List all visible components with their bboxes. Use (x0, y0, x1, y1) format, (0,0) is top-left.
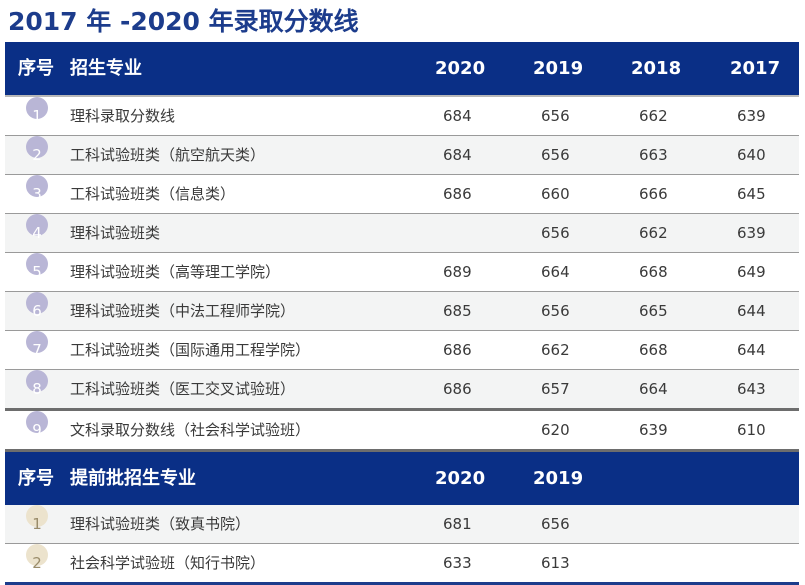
major-name: 文科录取分数线（社会科学试验班） (70, 421, 311, 439)
score-2019: 613 (541, 554, 570, 572)
score-2017: 640 (737, 146, 766, 164)
score-2020: 684 (443, 146, 472, 164)
score-2017: 644 (737, 302, 766, 320)
header-index: 序号 (18, 58, 54, 79)
header-2019: 2019 (533, 468, 584, 489)
score-2019: 662 (541, 341, 570, 359)
row-number-badge: 6 (26, 292, 48, 320)
score-table: 序号 招生专业 2020 2019 2018 2017 1 理科录取分数线 68… (5, 42, 799, 585)
score-2019: 656 (541, 107, 570, 125)
score-2019: 660 (541, 185, 570, 203)
row-number-badge: 3 (26, 175, 48, 203)
score-2020: 689 (443, 263, 472, 281)
score-2020: 686 (443, 185, 472, 203)
header-2018: 2018 (631, 58, 682, 79)
major-name: 工科试验班类（国际通用工程学院） (70, 341, 311, 359)
score-2018: 664 (639, 380, 668, 398)
row-number-badge: 8 (26, 370, 48, 398)
score-2019: 620 (541, 421, 570, 439)
score-2018: 666 (639, 185, 668, 203)
score-2020: 686 (443, 341, 472, 359)
row-number-badge: 2 (26, 544, 48, 572)
table-row: 3 工科试验班类（信息类） 686 660 666 645 (5, 175, 799, 214)
table-bottom-rule (5, 582, 799, 585)
table-header: 序号 招生专业 2020 2019 2018 2017 (5, 42, 799, 95)
major-name: 理科试验班类 (70, 224, 161, 242)
score-2017: 639 (737, 107, 766, 125)
score-2018: 668 (639, 341, 668, 359)
row-number-badge: 5 (26, 253, 48, 281)
score-2017: 639 (737, 224, 766, 242)
score-2020: 633 (443, 554, 472, 572)
score-2017: 649 (737, 263, 766, 281)
table-row: 9 文科录取分数线（社会科学试验班） 620 639 610 (5, 411, 799, 452)
score-2020: 681 (443, 515, 472, 533)
score-2018: 639 (639, 421, 668, 439)
score-2018: 662 (639, 224, 668, 242)
header-2020: 2020 (435, 468, 486, 489)
major-name: 理科录取分数线 (70, 107, 176, 125)
table-row: 6 理科试验班类（中法工程师学院） 685 656 665 644 (5, 292, 799, 331)
header-2017: 2017 (730, 58, 781, 79)
major-name: 工科试验班类（航空航天类） (70, 146, 266, 164)
major-name: 工科试验班类（医工交叉试验班） (70, 380, 296, 398)
major-name: 社会科学试验班（知行书院） (70, 554, 266, 572)
score-2017: 610 (737, 421, 766, 439)
header-divider (5, 95, 799, 97)
major-name: 工科试验班类（信息类） (70, 185, 236, 203)
row-number-badge: 7 (26, 331, 48, 359)
table-row: 2 社会科学试验班（知行书院） 633 613 (5, 544, 799, 582)
header-2019: 2019 (533, 58, 584, 79)
table-row: 4 理科试验班类 656 662 639 (5, 214, 799, 253)
score-2018: 662 (639, 107, 668, 125)
score-2018: 665 (639, 302, 668, 320)
score-2017: 643 (737, 380, 766, 398)
score-2019: 656 (541, 146, 570, 164)
row-number-badge: 4 (26, 214, 48, 242)
table-row: 7 工科试验班类（国际通用工程学院） 686 662 668 644 (5, 331, 799, 370)
score-2020: 684 (443, 107, 472, 125)
score-2019: 656 (541, 224, 570, 242)
row-number-badge: 9 (26, 411, 48, 439)
score-2017: 645 (737, 185, 766, 203)
page-title: 2017 年 -2020 年录取分数线 (8, 7, 359, 36)
header-early-major: 提前批招生专业 (70, 468, 196, 489)
major-name: 理科试验班类（致真书院） (70, 515, 251, 533)
score-2018: 663 (639, 146, 668, 164)
score-2020: 686 (443, 380, 472, 398)
score-2019: 664 (541, 263, 570, 281)
table-row: 2 工科试验班类（航空航天类） 684 656 663 640 (5, 136, 799, 175)
row-number-badge: 2 (26, 136, 48, 164)
table-row: 1 理科试验班类（致真书院） 681 656 (5, 505, 799, 544)
table-row: 1 理科录取分数线 684 656 662 639 (5, 97, 799, 136)
header-major: 招生专业 (70, 58, 142, 79)
early-batch-header: 序号 提前批招生专业 2020 2019 (5, 452, 799, 505)
score-2019: 657 (541, 380, 570, 398)
score-2019: 656 (541, 302, 570, 320)
major-name: 理科试验班类（高等理工学院） (70, 263, 281, 281)
table-row: 8 工科试验班类（医工交叉试验班） 686 657 664 643 (5, 370, 799, 411)
score-2020: 685 (443, 302, 472, 320)
score-2018: 668 (639, 263, 668, 281)
row-number-badge: 1 (26, 97, 48, 125)
table-row: 5 理科试验班类（高等理工学院） 689 664 668 649 (5, 253, 799, 292)
header-index: 序号 (18, 468, 54, 489)
major-name: 理科试验班类（中法工程师学院） (70, 302, 296, 320)
header-2020: 2020 (435, 58, 486, 79)
row-number-badge: 1 (26, 505, 48, 533)
score-2019: 656 (541, 515, 570, 533)
score-2017: 644 (737, 341, 766, 359)
